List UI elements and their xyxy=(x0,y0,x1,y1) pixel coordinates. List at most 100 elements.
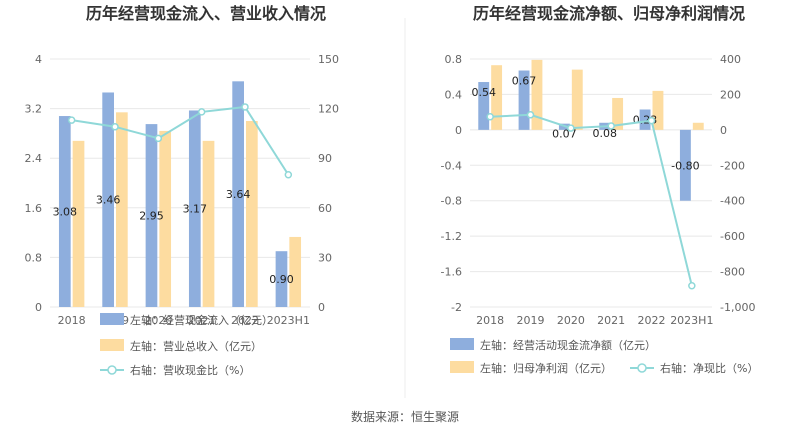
legend-swatch xyxy=(100,339,124,351)
category-label: 2021 xyxy=(188,314,216,327)
right-chart-panel: 历年经营现金流净额、归母净利润情况 -2 -1.6 -1.2 -0.8 -0.4 0 0.4 0… xyxy=(441,4,759,375)
right-axis-tick: 200 xyxy=(720,88,741,101)
bar-cashflow xyxy=(679,129,691,201)
right-axis-tick: -1,000 xyxy=(720,301,755,314)
left-axis-tick: 3.2 xyxy=(25,103,43,116)
left-chart-panel: 历年经营现金流入、营业收入情况 0 0.8 1.6 2.4 3.2 4 0 30 60 90 120 1… xyxy=(25,4,340,377)
right-axis-tick: 90 xyxy=(318,152,332,165)
bar-cashflow xyxy=(188,110,201,308)
ratio-point xyxy=(607,122,615,130)
legend-label: 右轴：营收现金比（%） xyxy=(130,363,250,377)
legend-label: 左轴：经营现金流入（亿元） xyxy=(130,313,273,327)
left-axis-tick: -1.6 xyxy=(441,266,462,279)
bar-value-label: 3.46 xyxy=(96,194,121,207)
ratio-line xyxy=(490,113,693,286)
bar-value-label: 3.64 xyxy=(226,188,251,201)
bar-value-label: 0.90 xyxy=(269,273,294,286)
bar-revenue xyxy=(571,69,583,130)
chart-title: 历年经营现金流净额、归母净利润情况 xyxy=(473,4,745,23)
left-axis-tick: -0.4 xyxy=(441,159,462,172)
ratio-point xyxy=(111,123,119,131)
left-axis-tick: -0.8 xyxy=(441,195,462,208)
left-axis-tick: 0.8 xyxy=(25,251,43,264)
ratio-point xyxy=(67,116,76,124)
right-axis-tick: 120 xyxy=(318,103,339,116)
right-axis-tick: -200 xyxy=(720,159,745,172)
category-label: 2020 xyxy=(557,314,585,327)
left-axis-tick: -1.2 xyxy=(441,230,462,243)
bar-cashflow xyxy=(478,82,490,130)
bar-revenue xyxy=(202,140,215,307)
bar-revenue xyxy=(612,97,624,130)
bar-revenue xyxy=(652,90,664,130)
ratio-point xyxy=(526,111,535,119)
right-axis-tick: 30 xyxy=(318,251,332,264)
left-axis-tick: 4 xyxy=(35,53,42,66)
category-label: 2022 xyxy=(231,314,259,327)
ratio-point xyxy=(284,170,293,179)
bar-revenue xyxy=(531,59,543,130)
category-label: 2019 xyxy=(517,314,545,327)
category-label: 2023H1 xyxy=(670,314,713,327)
right-axis-tick: -800 xyxy=(720,266,745,279)
legend-label: 左轴：归母净利润（亿元） xyxy=(480,361,612,375)
bar-revenue xyxy=(246,121,258,307)
ratio-point xyxy=(567,124,575,132)
ratio-point xyxy=(647,116,656,125)
right-axis-tick: 0 xyxy=(720,124,727,137)
bar-value-label: 3.08 xyxy=(53,206,78,219)
left-axis-tick: 0.4 xyxy=(445,88,463,101)
bar-revenue xyxy=(116,112,128,307)
right-axis-tick: 0 xyxy=(318,301,325,314)
bar-value-label: 0.54 xyxy=(471,86,496,99)
left-axis-tick: 0 xyxy=(35,301,42,314)
ratio-point xyxy=(688,281,696,290)
right-axis-tick: 150 xyxy=(318,53,339,66)
ratio-point xyxy=(154,134,163,143)
data-source-label: 数据来源：恒生聚源 xyxy=(351,409,459,424)
bar-revenue xyxy=(692,122,704,130)
bar-revenue xyxy=(289,236,302,307)
bar-cashflow xyxy=(275,251,288,307)
bar-cashflow xyxy=(102,92,114,307)
bar-value-label: 2.95 xyxy=(139,210,164,223)
legend-label: 右轴：净现比（%） xyxy=(660,361,758,375)
legend-swatch xyxy=(100,313,124,325)
bar-value-label: -0.80 xyxy=(671,159,699,172)
ratio-point xyxy=(197,108,206,116)
left-axis-tick: 2.4 xyxy=(25,152,43,165)
legend-swatch xyxy=(450,338,474,350)
right-axis-tick: 400 xyxy=(720,53,741,66)
ratio-line xyxy=(71,105,290,176)
category-label: 2018 xyxy=(476,314,504,327)
legend-swatch xyxy=(450,361,474,373)
left-axis-tick: 0.8 xyxy=(445,53,463,66)
bar-cashflow xyxy=(232,81,244,307)
right-axis-tick: 60 xyxy=(318,202,332,215)
legend-swatch-marker xyxy=(637,363,647,373)
legend-label: 左轴：营业总收入（亿元） xyxy=(130,339,262,353)
chart-title: 历年经营现金流入、营业收入情况 xyxy=(86,4,326,23)
left-axis-tick: 0 xyxy=(455,124,462,137)
bar-value-label: 0.67 xyxy=(512,75,537,88)
category-label: 2022 xyxy=(638,314,666,327)
category-label: 2023H1 xyxy=(267,314,310,327)
bar-cashflow xyxy=(639,109,651,130)
category-label: 2018 xyxy=(58,314,86,327)
bar-value-label: 0.08 xyxy=(592,127,617,140)
left-axis-tick: -2 xyxy=(451,301,462,314)
legend-swatch-marker xyxy=(107,365,117,375)
ratio-point xyxy=(241,103,249,111)
ratio-point xyxy=(486,112,494,121)
category-label: 2021 xyxy=(597,314,625,327)
bar-revenue xyxy=(159,130,172,307)
bar-value-label: 3.17 xyxy=(183,203,208,216)
bar-cashflow xyxy=(58,116,71,307)
legend-label: 左轴：经营活动现金流净额（亿元） xyxy=(480,338,656,352)
right-axis-tick: -400 xyxy=(720,195,745,208)
bar-cashflow xyxy=(518,70,530,130)
left-axis-tick: 1.6 xyxy=(25,202,43,215)
bar-revenue xyxy=(72,140,85,307)
right-axis-tick: -600 xyxy=(720,230,745,243)
